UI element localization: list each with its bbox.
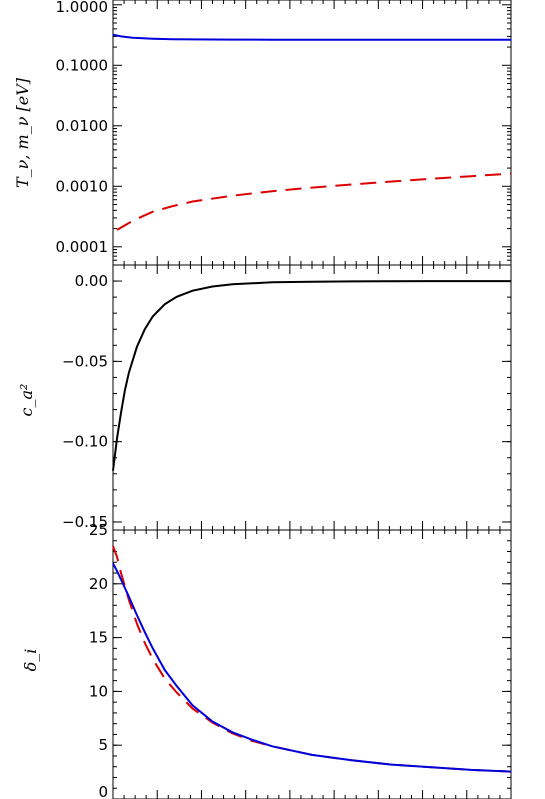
plot-frame bbox=[112, 529, 512, 799]
panel-sound-speed: 0.00 −0.05 −0.10 −0.15 c_a² bbox=[17, 264, 512, 531]
y-tick-label: −0.05 bbox=[62, 352, 108, 370]
y-tick-label: 15 bbox=[89, 629, 108, 647]
y-tick-label: 1.0000 bbox=[56, 0, 109, 16]
y-tick-label: 0.00 bbox=[75, 272, 108, 290]
y-axis-label: T_ν, m_ν [eV] bbox=[13, 77, 32, 188]
y-tick-label: 0.0001 bbox=[56, 238, 109, 256]
y-tick-label: 25 bbox=[89, 521, 108, 539]
y-tick-label: −0.15 bbox=[62, 513, 108, 531]
series-line-1 bbox=[116, 172, 512, 231]
plot-frame bbox=[112, 264, 512, 531]
y-tick-label: 0.0010 bbox=[56, 177, 109, 195]
y-tick-label: 0.0100 bbox=[56, 117, 109, 135]
y-axis-label: δ_i bbox=[21, 649, 40, 672]
panel-neutrino-temperature-mass: 1.0000 0.1000 0.0100 0.0010 0.0001 T_ν, m_ν [… bbox=[13, 0, 512, 266]
series-line-0 bbox=[112, 545, 512, 773]
y-tick-label: 20 bbox=[89, 575, 108, 593]
y-tick-label: 5 bbox=[98, 736, 108, 754]
y-tick-label: 0 bbox=[98, 783, 108, 799]
series-line-1 bbox=[112, 562, 512, 773]
panel-density-contrast: 0 5 10 15 20 25 δ_i bbox=[21, 521, 512, 799]
series-line-0 bbox=[112, 280, 511, 471]
y-axis-label: c_a² bbox=[17, 384, 36, 417]
y-tick-label: 0.1000 bbox=[56, 56, 109, 74]
y-tick-label: −0.10 bbox=[62, 433, 108, 451]
y-tick-label: 10 bbox=[89, 682, 108, 700]
series-line-0 bbox=[112, 33, 511, 41]
